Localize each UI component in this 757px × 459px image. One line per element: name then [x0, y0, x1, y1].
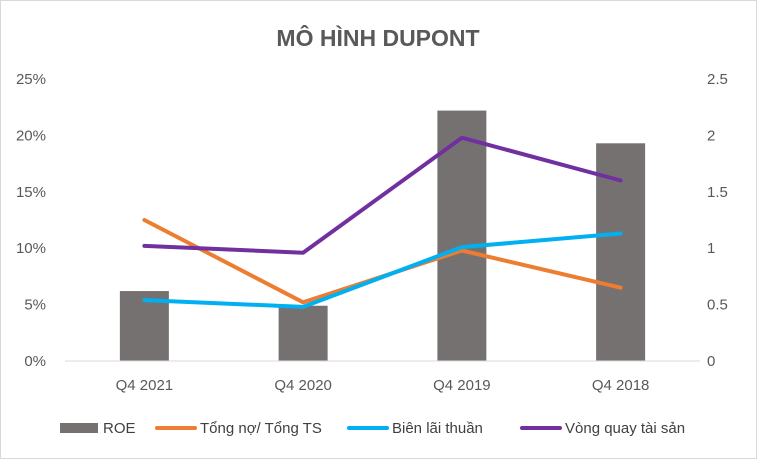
chart-title: MÔ HÌNH DUPONT: [276, 24, 479, 51]
left-tick-label: 20%: [16, 127, 46, 144]
legend-item-tong-no-tong-ts: Tổng nợ/ Tổng TS: [155, 420, 322, 437]
legend-item-bien-lai-thuan: Biên lãi thuần: [347, 420, 483, 437]
roe-bars: [119, 110, 646, 361]
line-tong-no-tong-ts: [142, 218, 623, 305]
right-tick-label: 0: [707, 353, 715, 370]
left-tick-label: 25%: [16, 71, 46, 88]
legend-item-vong-quay-tai-san: Vòng quay tài sản: [520, 420, 685, 437]
legend-swatch: [60, 423, 98, 433]
right-axis: 0 0.5 1 1.5 2 2.5: [707, 71, 728, 370]
right-tick-label: 1: [707, 240, 715, 257]
right-tick-label: 2.5: [707, 71, 728, 88]
legend: ROE Tổng nợ/ Tổng TS Biên lãi thuần Vòng qu…: [60, 420, 685, 437]
legend-label: Biên lãi thuần: [392, 420, 483, 437]
right-tick-label: 2: [707, 127, 715, 144]
legend-item-roe: ROE: [60, 420, 136, 437]
right-tick-label: 0.5: [707, 297, 728, 314]
x-tick-label: Q4 2019: [433, 377, 491, 394]
line-bien-lai-thuan: [142, 231, 623, 309]
left-tick-label: 0%: [24, 353, 46, 370]
x-tick-label: Q4 2020: [274, 377, 332, 394]
legend-label: Vòng quay tài sản: [565, 420, 685, 437]
line-vong-quay-tai-san: [142, 135, 623, 255]
right-tick-label: 1.5: [707, 184, 728, 201]
x-tick-label: Q4 2018: [592, 377, 650, 394]
bar-roe: [278, 305, 328, 361]
left-tick-label: 15%: [16, 184, 46, 201]
left-tick-label: 10%: [16, 240, 46, 257]
x-tick-label: Q4 2021: [116, 377, 174, 394]
legend-label: ROE: [103, 420, 136, 437]
bar-roe: [437, 110, 487, 361]
line-series: [142, 135, 623, 309]
legend-label: Tổng nợ/ Tổng TS: [200, 420, 322, 437]
left-tick-label: 5%: [24, 297, 46, 314]
left-axis: 0% 5% 10% 15% 20% 25%: [16, 71, 46, 370]
x-axis: Q4 2021 Q4 2020 Q4 2019 Q4 2018: [116, 377, 650, 394]
